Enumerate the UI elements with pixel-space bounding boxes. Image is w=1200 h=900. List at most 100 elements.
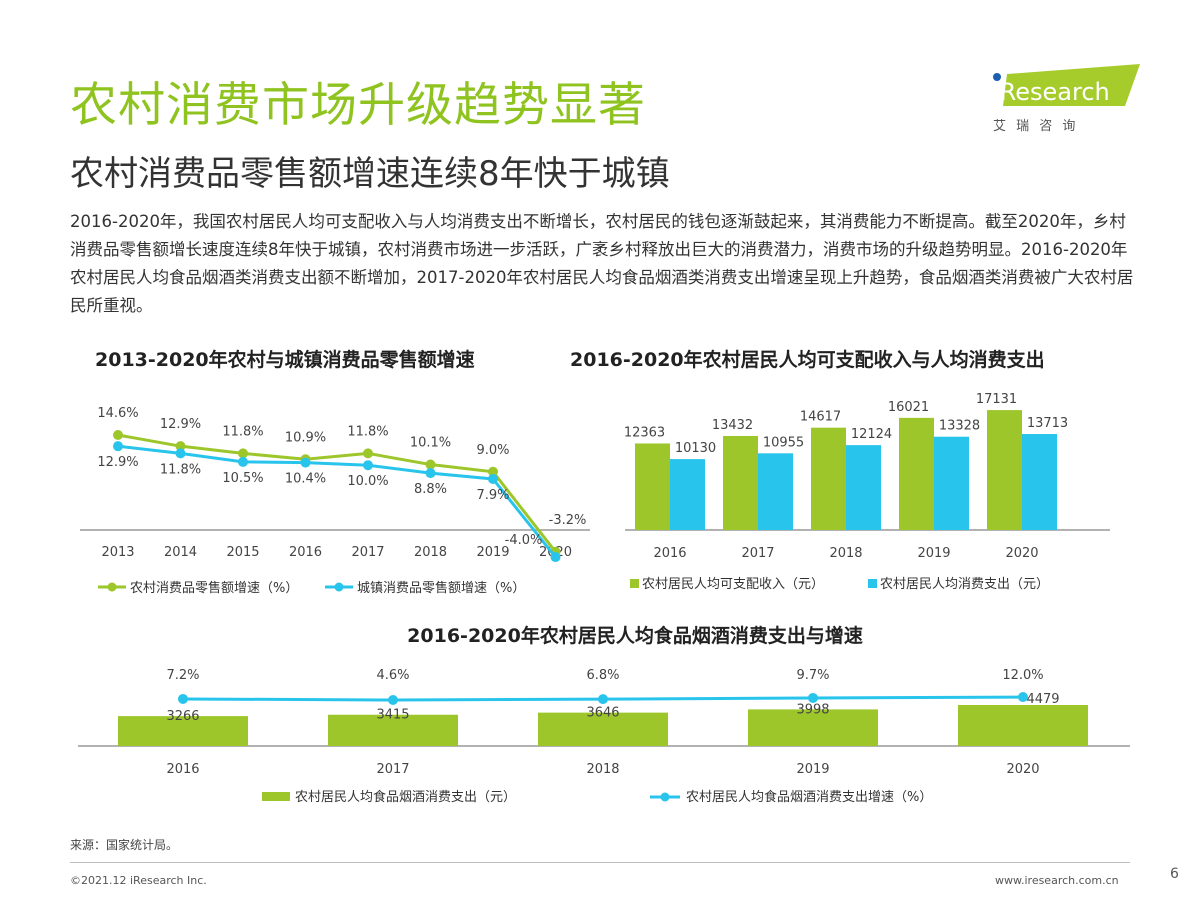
- chart2-bar: [934, 436, 969, 530]
- chart1-x-tick: 2016: [289, 545, 322, 560]
- chart3-bar-label: 3266: [166, 709, 199, 724]
- chart1-data-label: 10.0%: [347, 474, 388, 489]
- chart1-x-tick: 2018: [414, 545, 447, 560]
- chart1-title: 2013-2020年农村与城镇消费品零售额增速: [95, 349, 475, 371]
- chart3-bar: [958, 705, 1088, 746]
- chart2-legend-marker: [630, 579, 639, 588]
- chart3-point: [808, 692, 818, 703]
- chart2-x-tick: 2018: [829, 546, 862, 561]
- chart2-data-label: 10130: [675, 441, 716, 456]
- chart2-legend-label: 农村居民人均可支配收入（元）: [642, 577, 824, 592]
- chart2-data-label: 17131: [976, 392, 1017, 407]
- chart1-point: [425, 459, 436, 470]
- chart1-data-label: 10.9%: [285, 430, 326, 445]
- chart1-point: [425, 468, 436, 479]
- svg-text:iResearch: iResearch: [993, 78, 1110, 106]
- chart3-bar: [118, 716, 248, 746]
- chart1-data-label: 14.6%: [97, 406, 138, 421]
- chart3-point: [1018, 692, 1028, 703]
- chart1-data-label: 11.8%: [160, 462, 201, 477]
- chart3-x-tick: 2018: [586, 762, 619, 777]
- chart1-legend-marker: [107, 582, 117, 592]
- chart3-legend-bar-marker: [262, 792, 290, 801]
- chart1-data-label: 7.9%: [476, 488, 509, 503]
- chart2-bar: [987, 410, 1022, 530]
- summary-paragraph: 2016-2020年，我国农村居民人均可支配收入与人均消费支出不断增长，农村居民…: [70, 212, 1134, 315]
- chart2-bar: [1022, 434, 1057, 530]
- chart3-bar: [328, 714, 458, 746]
- chart3-line-label: 9.7%: [796, 668, 829, 683]
- chart1-series-line: [117, 444, 557, 558]
- chart2-bar: [846, 445, 881, 530]
- chart1-x-tick: 2017: [351, 545, 384, 560]
- chart1-point: [238, 456, 248, 467]
- chart2-x-tick: 2020: [1005, 546, 1038, 561]
- chart3-bar-label: 3646: [586, 706, 619, 721]
- chart1-data-label: 9.0%: [476, 443, 509, 458]
- chart2-bar: [670, 459, 705, 530]
- chart3-line-label: 4.6%: [376, 668, 409, 683]
- chart3-point: [178, 693, 188, 704]
- chart3-x-tick: 2016: [166, 762, 199, 777]
- chart3-point: [598, 694, 608, 705]
- chart2-bar: [723, 435, 758, 530]
- source-note: 来源：国家统计局。: [70, 838, 179, 852]
- copyright: ©2021.12 iResearch Inc.: [70, 874, 207, 887]
- chart2-data-label: 12363: [624, 425, 665, 440]
- chart3-bar-label: 3998: [796, 702, 829, 717]
- chart2-data-label: 14617: [800, 410, 841, 425]
- chart1-data-label: -4.0%: [505, 533, 543, 548]
- chart2-x-tick: 2016: [653, 546, 686, 561]
- chart1-point: [488, 466, 498, 477]
- chart3-bar-label: 3415: [376, 708, 409, 723]
- chart1-point: [363, 448, 373, 459]
- chart2-bar: [758, 453, 793, 530]
- chart2-x-tick: 2019: [917, 546, 950, 561]
- chart1-point: [300, 457, 311, 468]
- chart2-data-label: 13713: [1027, 416, 1068, 431]
- chart3-legend-label: 农村居民人均食品烟酒消费支出（元）: [295, 789, 516, 805]
- website-link[interactable]: www.iresearch.com.cn: [995, 874, 1119, 887]
- page-title: 农村消费市场升级趋势显著: [70, 78, 646, 133]
- chart3-title: 2016-2020年农村居民人均食品烟酒消费支出与增速: [407, 625, 863, 647]
- chart2-data-label: 10955: [763, 435, 804, 450]
- chart1-x-tick: 2015: [226, 545, 259, 560]
- chart2-bar: [899, 417, 934, 530]
- chart1-x-tick: 2013: [101, 545, 134, 560]
- chart1-data-label: 10.1%: [410, 436, 451, 451]
- svg-text:艾 瑞 咨 询: 艾 瑞 咨 询: [993, 119, 1078, 134]
- chart1-data-label: 8.8%: [414, 482, 447, 497]
- chart2-title: 2016-2020年农村居民人均可支配收入与人均消费支出: [570, 349, 1045, 371]
- chart1-point: [238, 448, 248, 459]
- chart1-point: [175, 441, 186, 452]
- chart1-legend-marker: [334, 582, 344, 592]
- chart3-line-label: 12.0%: [1002, 668, 1043, 683]
- chart2-x-tick: 2017: [741, 546, 774, 561]
- chart1-data-label: 10.4%: [285, 472, 326, 487]
- chart2-data-label: 13328: [939, 419, 980, 434]
- chart1-point: [113, 441, 123, 452]
- iresearch-logo: iResearch 艾 瑞 咨 询: [993, 64, 1140, 134]
- chart3-bar-label: 4479: [1026, 692, 1059, 707]
- chart3-x-tick: 2017: [376, 762, 409, 777]
- chart3-bar: [748, 709, 878, 746]
- chart1-data-label: 12.9%: [160, 417, 201, 432]
- chart2-data-label: 16021: [888, 400, 929, 415]
- chart2-data-label: 12124: [851, 427, 892, 442]
- chart1-series-line: [117, 433, 557, 553]
- chart1-data-label: 11.8%: [222, 424, 263, 439]
- chart2-data-label: 13432: [712, 418, 753, 433]
- chart1-point: [363, 460, 373, 471]
- chart3-legend-label: 农村居民人均食品烟酒消费支出增速（%）: [686, 789, 932, 805]
- chart1-x-tick: 2014: [164, 545, 197, 560]
- chart2-bar: [811, 427, 846, 530]
- chart1-point: [550, 552, 561, 563]
- chart2-legend-label: 农村居民人均消费支出（元）: [880, 577, 1049, 592]
- chart3-line-label: 7.2%: [166, 668, 199, 683]
- page-number: 6: [1170, 866, 1179, 882]
- chart2-legend-marker: [868, 579, 877, 588]
- footer-divider: [70, 862, 1130, 863]
- chart1-data-label: 11.8%: [347, 424, 388, 439]
- chart1-legend-label: 城镇消费品零售额增速（%）: [357, 580, 525, 596]
- chart1-point: [175, 448, 186, 459]
